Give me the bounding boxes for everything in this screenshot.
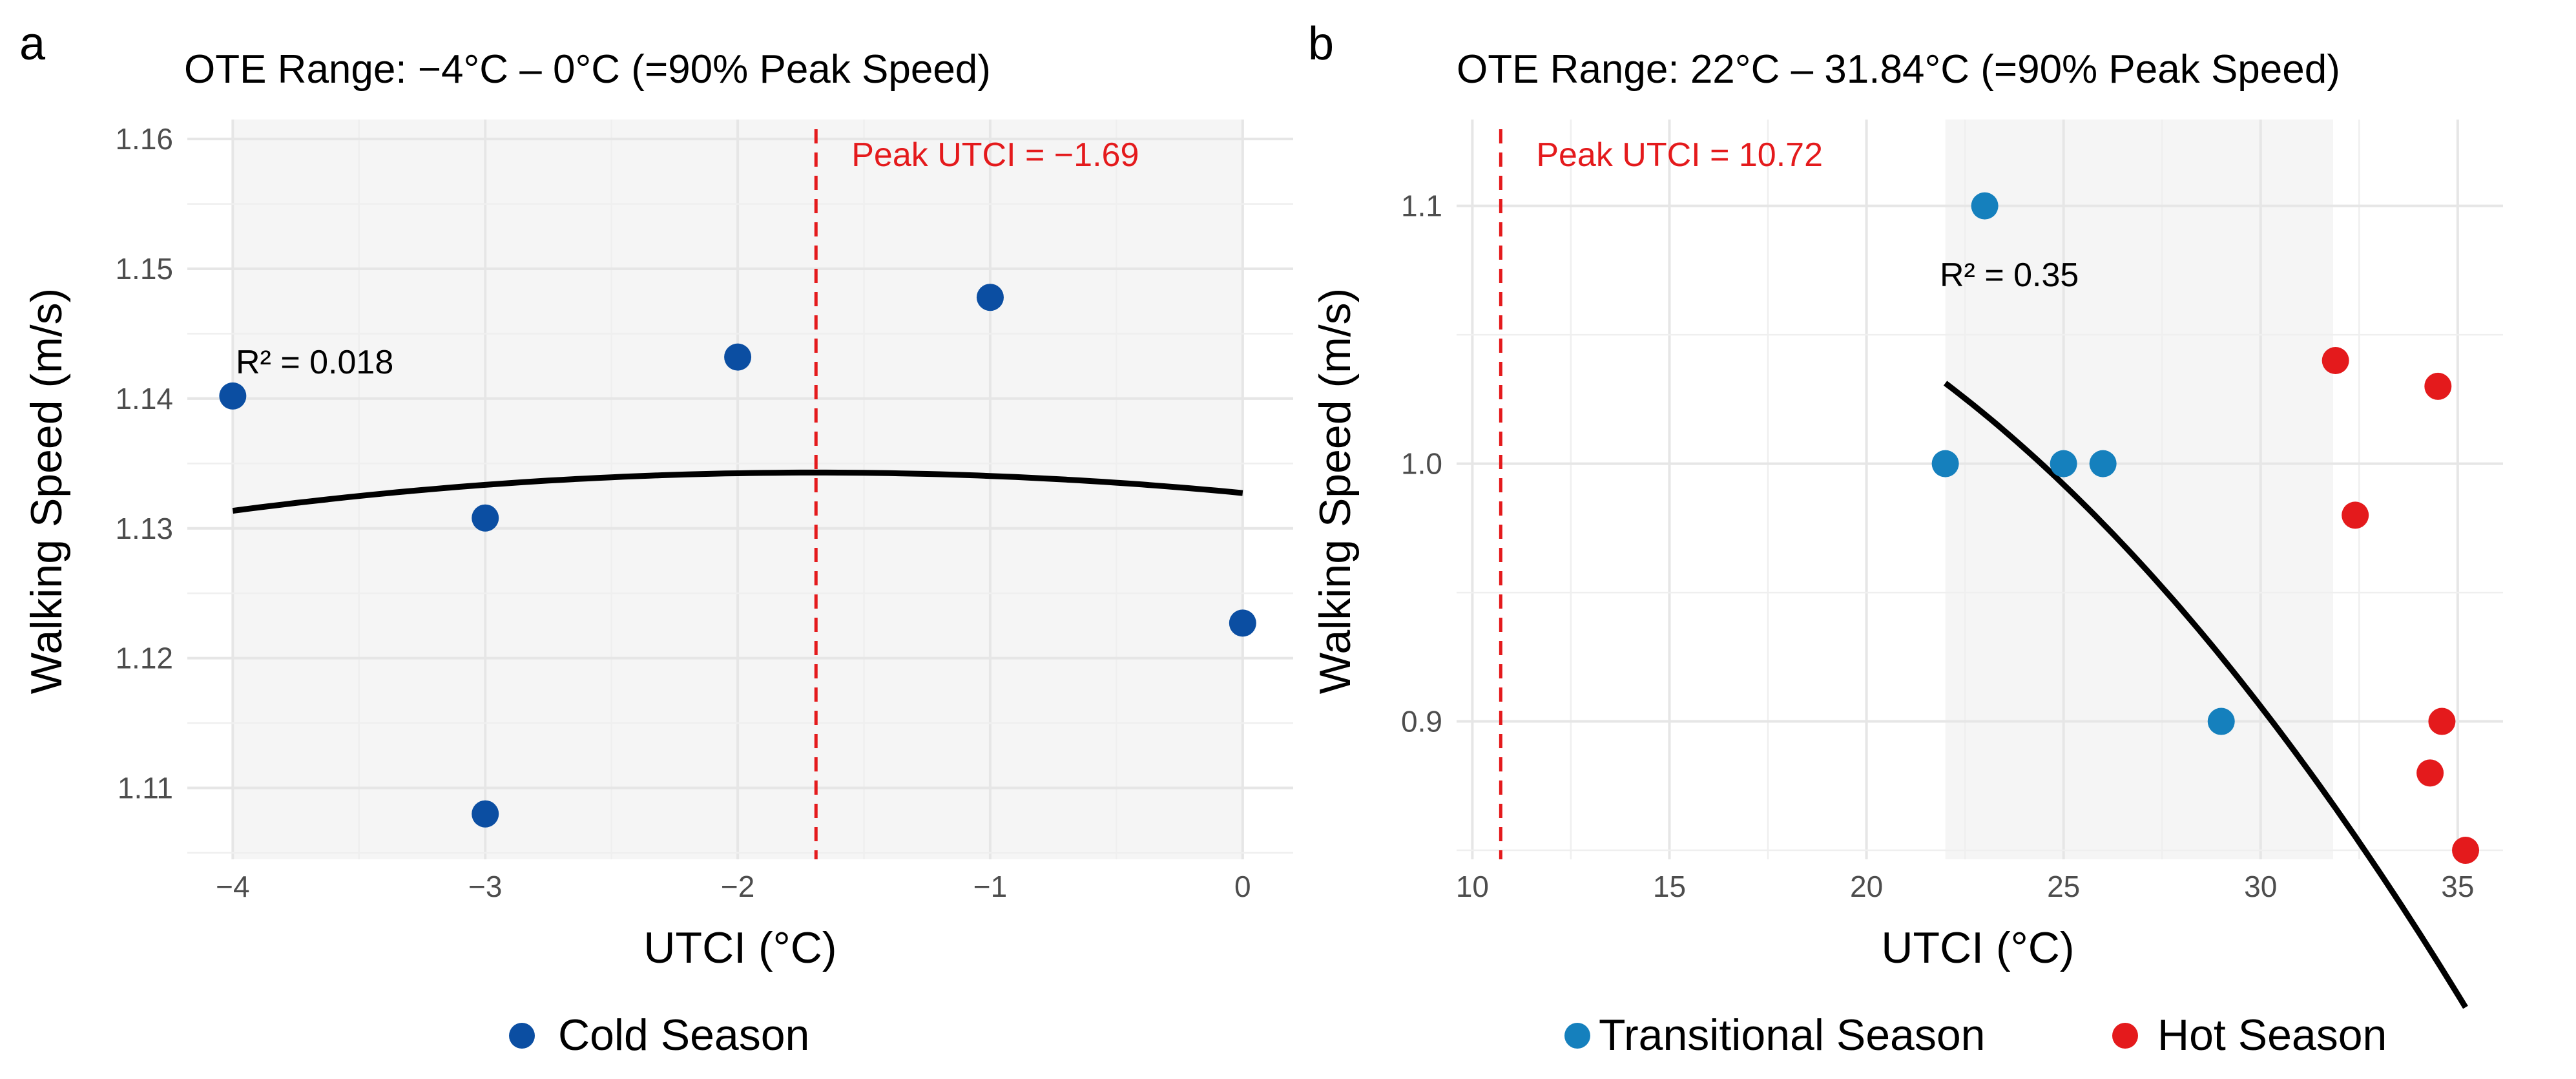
- panel-b-y-ticks: 0.9 1.0 1.1: [1401, 189, 1442, 739]
- data-point-hot-season: [2424, 372, 2452, 400]
- data-point-cold-season: [724, 343, 752, 371]
- panel-a-peak-label: Peak UTCI = −1.69: [851, 136, 1139, 174]
- panel-b-points: [1931, 192, 2480, 864]
- data-point-hot-season: [2342, 501, 2369, 529]
- panel-b: b OTE Range: 22°C – 31.84°C (=90% Peak S…: [1308, 18, 2503, 1060]
- legend-hot-season-swatch: [2112, 1023, 2138, 1049]
- x-tick-label: −3: [468, 870, 502, 903]
- y-tick-label: 1.16: [115, 122, 173, 156]
- panel-a-letter: a: [19, 18, 46, 70]
- panel-a-legend: Cold Season: [509, 1011, 809, 1060]
- data-point-transitional-season: [1971, 192, 1999, 220]
- legend-cold-season-label: Cold Season: [558, 1011, 809, 1060]
- panel-b-y-axis-label: Walking Speed (m/s): [1311, 288, 1360, 695]
- panel-a-title: OTE Range: −4°C – 0°C (=90% Peak Speed): [184, 47, 991, 92]
- x-tick-label: 25: [2047, 870, 2080, 903]
- panel-a-x-axis-label: UTCI (°C): [643, 923, 836, 972]
- data-point-cold-season: [472, 800, 499, 828]
- y-tick-label: 1.11: [118, 771, 173, 805]
- panel-b-r2-label: R² = 0.35: [1940, 257, 2079, 294]
- panel-a-x-ticks: −4 −3 −2 −1 0: [216, 870, 1251, 903]
- panel-a-r2-label: R² = 0.018: [236, 344, 393, 381]
- panel-b-x-ticks: 10 15 20 25 30 35: [1456, 870, 2475, 903]
- panel-b-x-axis-label: UTCI (°C): [1881, 923, 2074, 972]
- x-tick-label: 10: [1456, 870, 1489, 903]
- y-tick-label: 0.9: [1401, 705, 1442, 739]
- y-tick-label: 1.1: [1401, 189, 1442, 223]
- data-point-hot-season: [2416, 759, 2444, 787]
- data-point-transitional-season: [2050, 450, 2077, 477]
- panel-b-fit-curve: [1943, 381, 2468, 1009]
- panel-a-points: [219, 284, 1256, 828]
- x-tick-label: 30: [2244, 870, 2277, 903]
- data-point-hot-season: [2428, 707, 2456, 735]
- panel-b-legend: Transitional Season Hot Season: [1564, 1011, 2387, 1060]
- panel-b-letter: b: [1308, 18, 1334, 70]
- panel-b-title: OTE Range: 22°C – 31.84°C (=90% Peak Spe…: [1457, 47, 2340, 92]
- x-tick-label: −1: [973, 870, 1007, 903]
- x-tick-label: −2: [721, 870, 754, 903]
- x-tick-label: 0: [1234, 870, 1251, 903]
- x-tick-label: 15: [1653, 870, 1686, 903]
- panel-b-peak-label: Peak UTCI = 10.72: [1536, 136, 1823, 174]
- y-tick-label: 1.13: [115, 512, 173, 545]
- x-tick-label: −4: [216, 870, 249, 903]
- legend-transitional-season-swatch: [1564, 1023, 1590, 1049]
- panel-a-fit-curve: [232, 469, 1243, 514]
- data-point-transitional-season: [1931, 450, 1959, 477]
- panel-a-y-axis-label: Walking Speed (m/s): [22, 288, 71, 695]
- data-point-hot-season: [2322, 347, 2349, 375]
- y-tick-label: 1.0: [1401, 447, 1442, 481]
- y-tick-label: 1.15: [115, 252, 173, 286]
- panel-b-ote-band: [1945, 120, 2334, 859]
- data-point-cold-season: [1229, 609, 1256, 637]
- x-tick-label: 35: [2441, 870, 2474, 903]
- data-point-transitional-season: [2089, 450, 2117, 477]
- y-tick-label: 1.14: [115, 382, 173, 415]
- y-tick-label: 1.12: [115, 642, 173, 675]
- panel-a-grid: [187, 120, 1293, 859]
- data-point-transitional-season: [2207, 707, 2235, 735]
- panel-a-y-ticks: 1.11 1.12 1.13 1.14 1.15 1.16: [115, 122, 173, 804]
- legend-transitional-season-label: Transitional Season: [1599, 1011, 1986, 1060]
- data-point-cold-season: [472, 504, 499, 532]
- x-tick-label: 20: [1850, 870, 1883, 903]
- data-point-cold-season: [219, 382, 247, 410]
- legend-hot-season-label: Hot Season: [2157, 1011, 2387, 1060]
- data-point-cold-season: [976, 284, 1004, 311]
- panel-a: a OTE Range: −4°C – 0°C (=90% Peak Speed…: [19, 18, 1293, 1060]
- legend-cold-season-swatch: [509, 1023, 535, 1049]
- data-point-hot-season: [2452, 837, 2480, 864]
